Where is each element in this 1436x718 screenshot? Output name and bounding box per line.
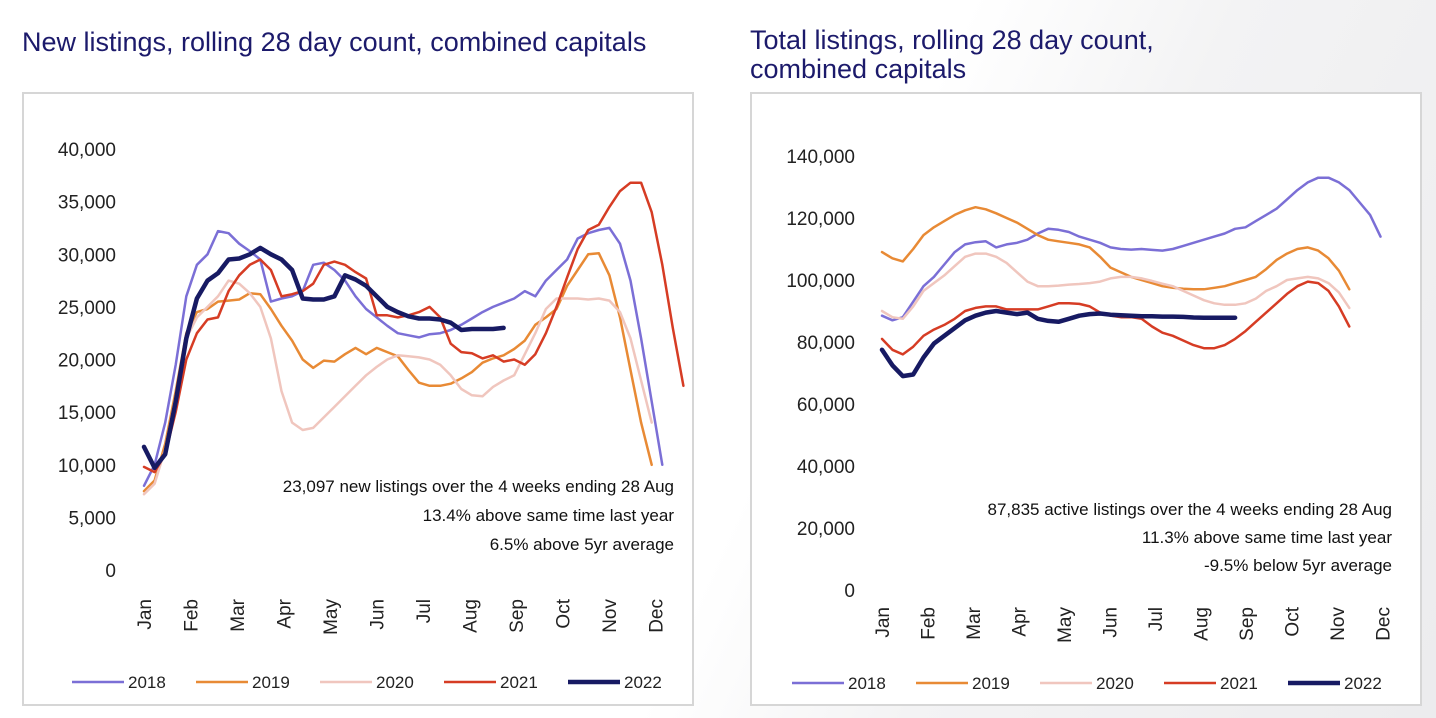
chart-title-new-listings: New listings, rolling 28 day count, comb… — [22, 27, 647, 57]
y-tick-label: 100,000 — [786, 271, 855, 292]
legend-label-2021: 2021 — [1220, 674, 1258, 693]
legend-label-2022: 2022 — [624, 673, 662, 692]
x-tick-label-nov: Nov — [600, 599, 621, 633]
x-tick-label-nov: Nov — [1328, 607, 1349, 641]
chart-title-total-listings: Total listings, rolling 28 day count, co… — [750, 25, 1154, 84]
y-tick-label: 140,000 — [786, 147, 855, 168]
total-listings-chart: 140,000 120,000 100,000 80,000 60,000 40,000 2… — [786, 147, 1395, 693]
y-tick-label: 0 — [844, 581, 855, 602]
chart-panel-total-listings: 140,000 120,000 100,000 80,000 60,000 40,000 2… — [750, 92, 1422, 706]
x-tick-label-dec: Dec — [1374, 607, 1395, 641]
series-line-2022 — [141, 245, 506, 471]
series-line-2022 — [879, 308, 1238, 379]
x-tick-label-sep: Sep — [1237, 607, 1258, 641]
x-tick-label-feb: Feb — [919, 607, 940, 640]
y-tick-label: 20,000 — [58, 351, 116, 372]
y-tick-label: 20,000 — [797, 519, 855, 540]
y-tick-label: 5,000 — [68, 508, 116, 529]
series-line-2020 — [880, 252, 1351, 321]
annotation-text: 13.4% above same time last year — [423, 506, 675, 525]
series-line-2018 — [142, 226, 664, 488]
series-line-2021 — [142, 181, 685, 474]
y-tick-label: 80,000 — [797, 333, 855, 354]
x-tick-label-sep: Sep — [507, 599, 528, 633]
x-tick-label-apr: Apr — [1010, 606, 1031, 636]
x-tick-label-apr: Apr — [275, 598, 296, 628]
y-tick-label: 40,000 — [58, 140, 116, 161]
x-tick-label-jul: Jul — [1146, 607, 1167, 631]
x-tick-label-jul: Jul — [414, 599, 435, 623]
x-tick-label-oct: Oct — [1283, 606, 1304, 636]
x-tick-label-jun: Jun — [368, 599, 389, 630]
new-listings-chart: 40,000 35,000 30,000 25,000 20,000 15,000 10,0… — [58, 140, 685, 692]
legend-label-2018: 2018 — [128, 673, 166, 692]
annotation-text: 6.5% above 5yr average — [490, 535, 674, 554]
x-tick-label-may: May — [1055, 607, 1076, 643]
x-tick-label-jan: Jan — [135, 599, 156, 630]
y-tick-label: 30,000 — [58, 245, 116, 266]
annotation-text: -9.5% below 5yr average — [1204, 556, 1392, 575]
series-line-2020 — [142, 279, 653, 496]
x-tick-label-aug: Aug — [1192, 607, 1213, 641]
y-tick-label: 60,000 — [797, 395, 855, 416]
x-tick-label-feb: Feb — [182, 599, 203, 632]
x-tick-label-dec: Dec — [647, 599, 668, 633]
x-tick-label-oct: Oct — [554, 598, 575, 628]
y-tick-label: 0 — [105, 561, 116, 582]
y-tick-label: 15,000 — [58, 403, 116, 424]
series-line-2019 — [880, 205, 1351, 291]
y-tick-label: 35,000 — [58, 193, 116, 214]
x-tick-label-jun: Jun — [1101, 607, 1122, 638]
series-line-2021 — [880, 280, 1351, 356]
y-tick-label: 40,000 — [797, 457, 855, 478]
legend-label-2019: 2019 — [252, 673, 290, 692]
legend-label-2019: 2019 — [972, 674, 1010, 693]
legend-label-2020: 2020 — [376, 673, 414, 692]
annotation-text: 11.3% above same time last year — [1142, 528, 1392, 547]
y-tick-label: 25,000 — [58, 298, 116, 319]
annotation-text: 23,097 new listings over the 4 weeks end… — [283, 477, 674, 496]
annotation-text: 87,835 active listings over the 4 weeks … — [988, 500, 1393, 519]
x-tick-label-mar: Mar — [964, 606, 985, 639]
y-tick-label: 120,000 — [786, 209, 855, 230]
legend-label-2020: 2020 — [1096, 674, 1134, 693]
chart-panel-new-listings: 40,000 35,000 30,000 25,000 20,000 15,000 10,0… — [22, 92, 694, 706]
legend-label-2018: 2018 — [848, 674, 886, 693]
x-tick-label-mar: Mar — [228, 598, 249, 631]
legend-label-2021: 2021 — [500, 673, 538, 692]
series-line-2019 — [142, 251, 653, 493]
x-tick-label-aug: Aug — [461, 599, 482, 633]
y-tick-label: 10,000 — [58, 456, 116, 477]
series-line-2018 — [880, 176, 1382, 322]
legend-label-2022: 2022 — [1344, 674, 1382, 693]
x-tick-label-may: May — [321, 599, 342, 635]
x-tick-label-jan: Jan — [873, 607, 894, 638]
